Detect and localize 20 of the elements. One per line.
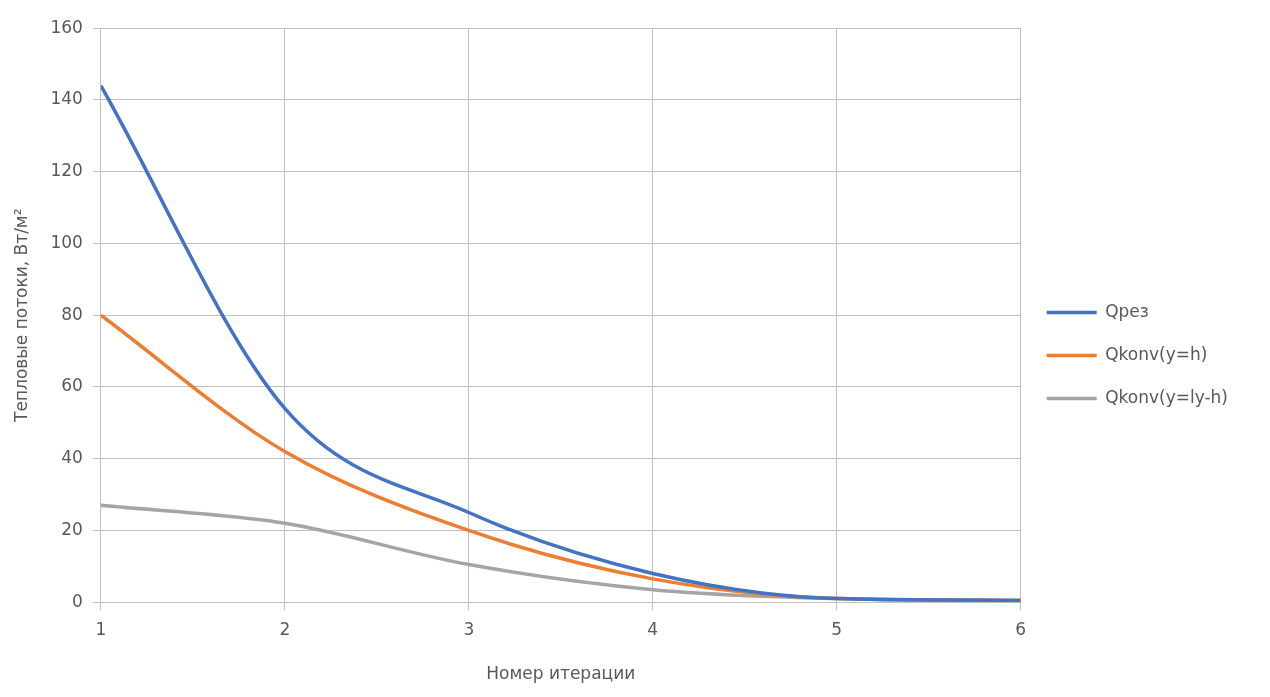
y-tick-label: 160 (50, 16, 83, 37)
x-tick-label: 6 (1015, 618, 1027, 639)
legend-label: Qkonv(y=ly-h) (1105, 386, 1229, 407)
y-tick-label: 20 (61, 518, 83, 539)
y-tick-label: 100 (50, 231, 83, 252)
x-tick-label: 1 (95, 618, 107, 639)
x-tick-label: 4 (647, 618, 659, 639)
x-tick-label: 2 (279, 618, 291, 639)
y-tick-label: 40 (61, 447, 83, 468)
x-axis-title: Номер итерации (486, 663, 636, 684)
legend-label: Qрез (1105, 300, 1149, 321)
y-tick-label: 0 (72, 590, 83, 611)
y-tick-label: 80 (61, 303, 83, 324)
legend-label: Qkonv(y=h) (1105, 343, 1208, 364)
x-tick-label: 3 (463, 618, 475, 639)
y-tick-label: 140 (50, 88, 83, 109)
y-tick-label: 120 (50, 160, 83, 181)
y-axis-title: Тепловые потоки, Вт/м² (10, 208, 31, 423)
x-tick-label: 5 (831, 618, 843, 639)
y-tick-label: 60 (61, 375, 83, 396)
